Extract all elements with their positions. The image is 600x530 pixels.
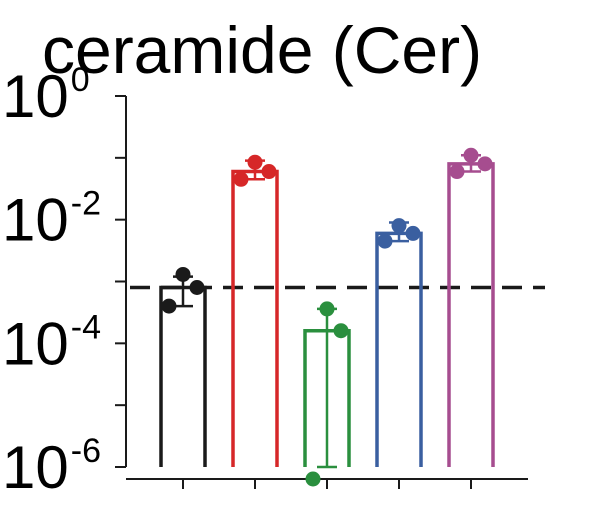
- y-tick-label: 10-4: [2, 308, 101, 377]
- y-tick-label: 10-2: [2, 185, 101, 254]
- bar-group: [231, 154, 279, 467]
- chart-title: ceramide (Cer): [42, 13, 482, 87]
- bar-group: [303, 301, 351, 487]
- y-tick-label-base: 10: [2, 63, 69, 130]
- data-point: [463, 147, 479, 163]
- data-point: [175, 266, 191, 282]
- data-point: [449, 164, 465, 180]
- y-tick-label-exponent: -2: [71, 185, 101, 223]
- data-point: [189, 279, 205, 295]
- bar-group: [375, 218, 423, 467]
- bar: [231, 169, 279, 467]
- data-point: [391, 218, 407, 234]
- data-point: [261, 164, 277, 180]
- data-point: [247, 154, 263, 170]
- bar-group: [447, 147, 495, 467]
- data-point: [377, 233, 393, 249]
- bar: [159, 285, 207, 467]
- data-point: [477, 156, 493, 172]
- y-tick-label: 10-6: [2, 432, 101, 501]
- data-point: [161, 298, 177, 314]
- y-tick-label-base: 10: [2, 310, 69, 377]
- data-point: [333, 323, 349, 339]
- y-tick-label-base: 10: [2, 187, 69, 254]
- y-tick-label-base: 10: [2, 434, 69, 501]
- y-tick-label-exponent: 0: [71, 61, 90, 99]
- data-point: [319, 301, 335, 317]
- y-tick-label-exponent: -6: [71, 432, 101, 470]
- bars: [159, 147, 495, 487]
- data-point: [305, 471, 321, 487]
- data-point: [233, 171, 249, 187]
- y-tick-label: 100: [2, 61, 90, 130]
- y-tick-label-exponent: -4: [71, 308, 101, 346]
- bar: [375, 231, 423, 467]
- data-point: [405, 225, 421, 241]
- bar: [447, 162, 495, 467]
- bar-group: [159, 266, 207, 467]
